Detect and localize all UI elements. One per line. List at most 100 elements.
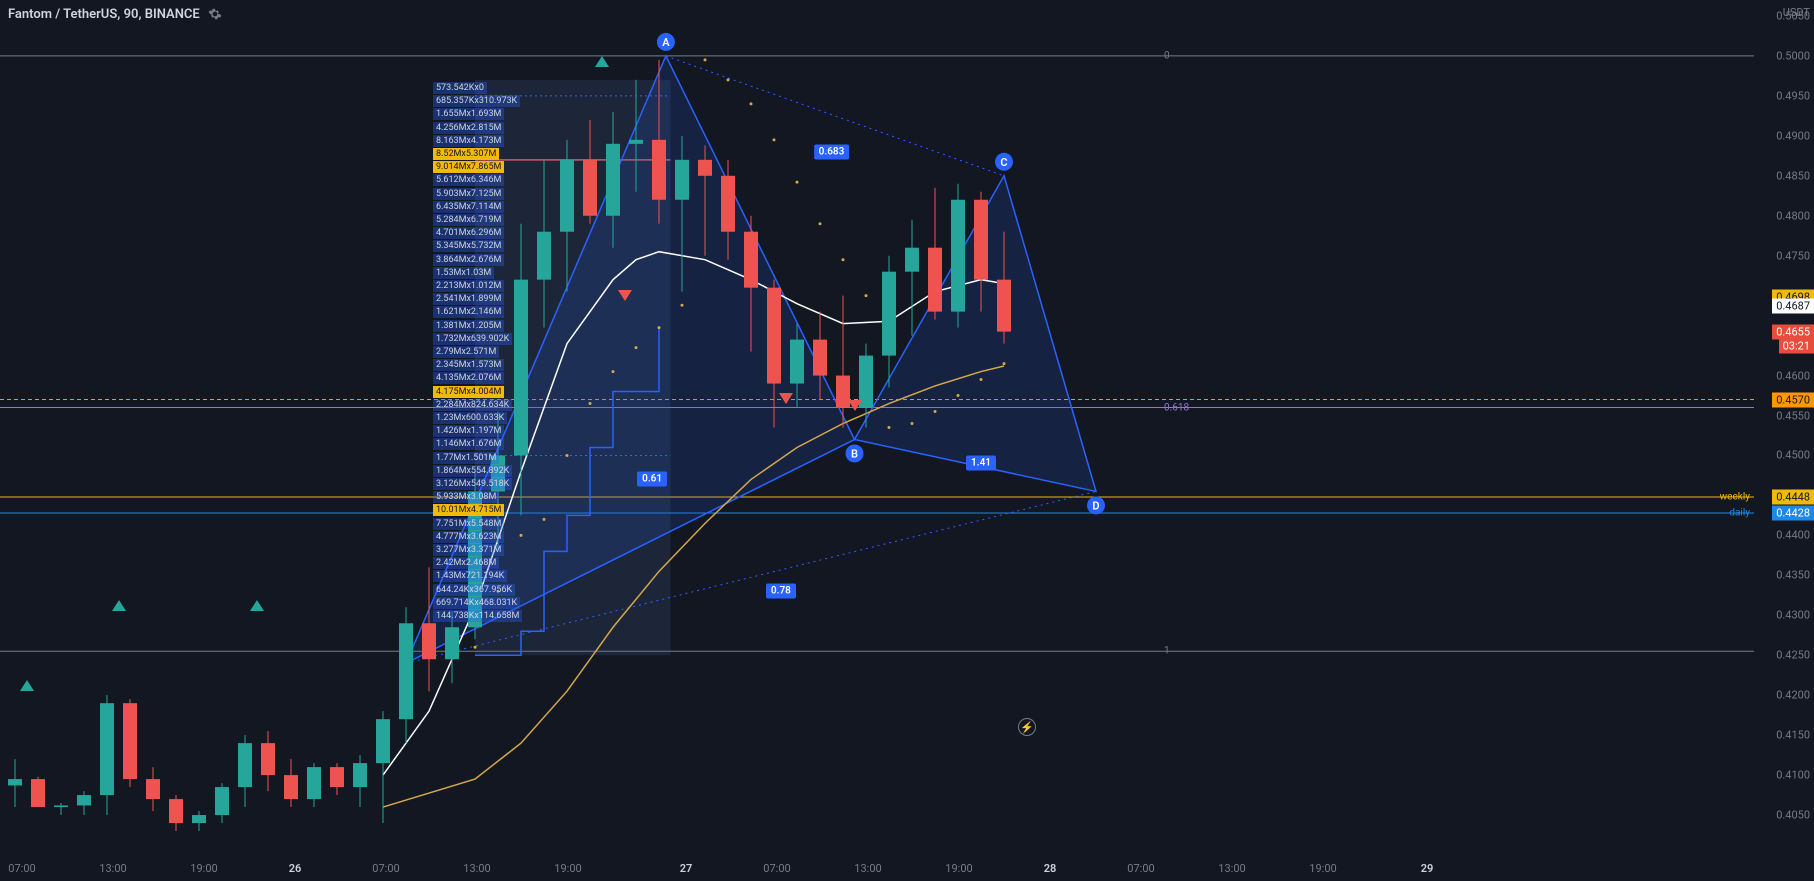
volume-label: 1.23Mx600.633K — [433, 412, 507, 424]
x-tick: 07:00 — [8, 862, 35, 875]
volume-label: 5.612Mx6.346M — [433, 174, 504, 186]
volume-label: 2.345Mx1.573M — [433, 359, 504, 371]
y-tick: 0.4600 — [1756, 369, 1814, 382]
y-tick: 0.4550 — [1756, 409, 1814, 422]
volume-label: 1.53Mx1.03M — [433, 267, 494, 279]
pivot-label: weekly — [1720, 492, 1750, 503]
volume-label: 1.146Mx1.676M — [433, 438, 504, 450]
volume-label: 685.357Kx310.973K — [433, 95, 520, 107]
price-tag: 0.4687 — [1772, 299, 1814, 314]
volume-label: 1.621Mx2.146M — [433, 306, 504, 318]
harmonic-ratio-label: 1.41 — [966, 456, 996, 471]
volume-label: 10.01Mx4.715M — [433, 504, 504, 516]
x-tick: 13:00 — [854, 862, 881, 875]
volume-label: 4.701Mx6.296M — [433, 227, 504, 239]
volume-label: 3.277Mx3.371M — [433, 544, 504, 556]
volume-label: 5.903Mx7.125M — [433, 188, 504, 200]
y-tick: 0.5000 — [1756, 49, 1814, 62]
svg-text:B: B — [851, 447, 858, 460]
price-tag: 0.4570 — [1772, 392, 1814, 407]
volume-label: 9.014Mx7.865M — [433, 161, 504, 173]
svg-text:C: C — [1000, 156, 1007, 169]
volume-label: 6.435Mx7.114M — [433, 201, 504, 213]
zap-icon[interactable]: ⚡ — [1018, 718, 1036, 736]
volume-label: 8.52Mx5.307M — [433, 148, 499, 160]
signal-marker-up — [250, 600, 264, 611]
volume-label: 2.541Mx1.899M — [433, 293, 504, 305]
y-tick: 0.4150 — [1756, 729, 1814, 742]
x-tick: 19:00 — [554, 862, 581, 875]
volume-label: 1.43Mx721.194K — [433, 570, 507, 582]
price-tag: 0.4655 — [1772, 324, 1814, 339]
fib-label: 1 — [1164, 646, 1170, 657]
volume-label: 2.284Mx824.634K — [433, 399, 512, 411]
svg-text:A: A — [662, 36, 670, 49]
y-tick: 0.4950 — [1756, 89, 1814, 102]
x-tick: 13:00 — [1218, 862, 1245, 875]
volume-label: 2.213Mx1.012M — [433, 280, 504, 292]
x-tick: 19:00 — [190, 862, 217, 875]
x-tick: 07:00 — [372, 862, 399, 875]
signal-marker-up — [20, 680, 34, 691]
volume-label: 4.135Mx2.076M — [433, 372, 504, 384]
volume-label: 1.426Mx1.197M — [433, 425, 504, 437]
price-axis[interactable]: USDT 0.50500.50000.49500.49000.48500.480… — [1754, 0, 1814, 855]
volume-label: 669.714Kx468.031K — [433, 597, 520, 609]
x-tick: 13:00 — [99, 862, 126, 875]
y-tick: 0.4800 — [1756, 209, 1814, 222]
price-tag: 0.4448 — [1772, 490, 1814, 505]
countdown: 03:21 — [1779, 338, 1814, 353]
x-tick: 26 — [289, 862, 302, 875]
price-tag: 0.4428 — [1772, 506, 1814, 521]
y-tick: 0.4300 — [1756, 609, 1814, 622]
volume-label: 4.777Mx3.623M — [433, 531, 504, 543]
y-tick: 0.4100 — [1756, 769, 1814, 782]
volume-label: 1.864Mx554.892K — [433, 465, 512, 477]
x-tick: 19:00 — [945, 862, 972, 875]
x-tick: 07:00 — [1127, 862, 1154, 875]
volume-label: 4.256Mx2.815M — [433, 122, 504, 134]
volume-label: 644.24Kx367.956K — [433, 584, 515, 596]
volume-label: 7.751Mx5.548M — [433, 518, 504, 530]
volume-label: 5.345Mx5.732M — [433, 240, 504, 252]
fib-label: 0 — [1164, 50, 1170, 61]
x-tick: 29 — [1421, 862, 1434, 875]
x-tick: 13:00 — [463, 862, 490, 875]
x-tick: 19:00 — [1309, 862, 1336, 875]
y-tick: 0.4400 — [1756, 529, 1814, 542]
x-tick: 07:00 — [763, 862, 790, 875]
y-tick: 0.4200 — [1756, 689, 1814, 702]
volume-label: 2.79Mx2.571M — [433, 346, 499, 358]
x-tick: 28 — [1044, 862, 1057, 875]
volume-label: 3.126Mx549.518K — [433, 478, 512, 490]
volume-label: 1.77Mx1.501M — [433, 452, 499, 464]
fib-label: 0.618 — [1164, 402, 1189, 413]
harmonic-ratio-label: 0.61 — [637, 472, 667, 487]
volume-label: 8.163Mx4.173M — [433, 135, 504, 147]
volume-label: 573.542Kx0 — [433, 82, 487, 94]
volume-label: 144.738Kx114.658M — [433, 610, 522, 622]
signal-marker-down — [618, 290, 632, 301]
harmonic-ratio-label: 0.683 — [814, 144, 850, 159]
volume-label: 3.864Mx2.676M — [433, 254, 504, 266]
harmonic-ratio-label: 0.78 — [766, 584, 796, 599]
y-tick: 0.4900 — [1756, 129, 1814, 142]
volume-label: 5.933Mx3.08M — [433, 491, 499, 503]
volume-label: 5.284Mx6.719M — [433, 214, 504, 226]
y-tick: 0.4050 — [1756, 809, 1814, 822]
chart-svg: A B C D — [0, 0, 1754, 855]
time-axis[interactable]: 07:0013:0019:002607:0013:0019:002707:001… — [0, 855, 1754, 881]
y-tick: 0.4250 — [1756, 649, 1814, 662]
signal-marker-up — [595, 56, 609, 67]
svg-text:D: D — [1092, 499, 1099, 512]
volume-label: 2.42Mx2.468M — [433, 557, 499, 569]
signal-marker-down — [848, 400, 862, 411]
volume-label: 1.381Mx1.205M — [433, 320, 504, 332]
y-tick: 0.4500 — [1756, 449, 1814, 462]
volume-label: 1.655Mx1.693M — [433, 108, 504, 120]
chart-pane[interactable]: A B C D 0 0.618 1 weekly daily 0.683 0.61 0.78 1.41 5… — [0, 0, 1754, 855]
pivot-label: daily — [1729, 508, 1750, 519]
y-tick: 0.4750 — [1756, 249, 1814, 262]
volume-label: 4.175Mx4.004M — [433, 386, 504, 398]
y-tick: 0.5050 — [1756, 9, 1814, 22]
